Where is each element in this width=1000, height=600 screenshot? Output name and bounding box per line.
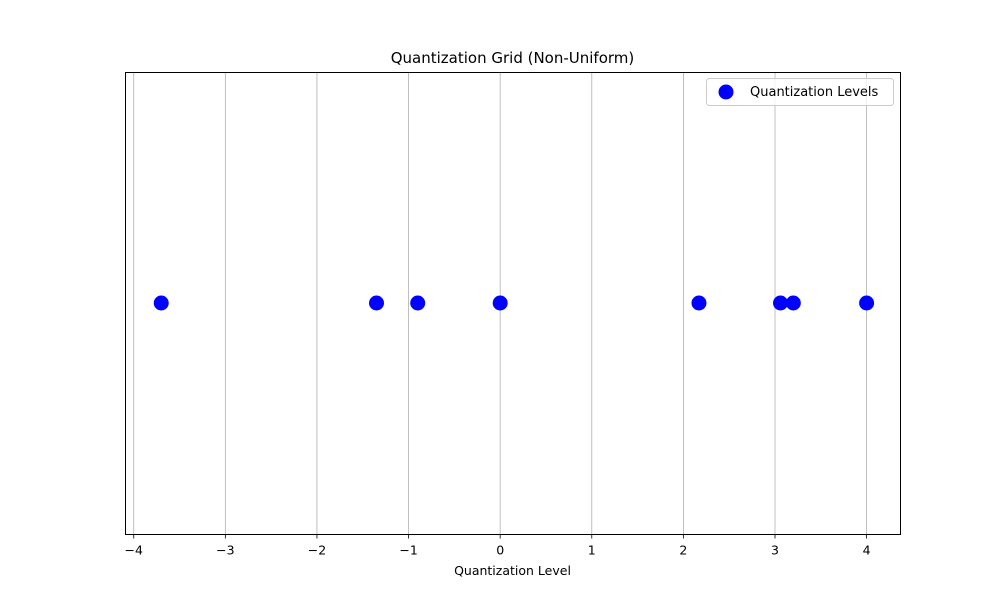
x-tick-label: 1 xyxy=(588,543,596,558)
legend: Quantization Levels xyxy=(706,78,894,106)
legend-box xyxy=(706,78,894,106)
data-point xyxy=(369,295,385,311)
data-point xyxy=(691,295,707,311)
legend-marker xyxy=(718,84,734,100)
x-tick-label: 4 xyxy=(863,543,871,558)
legend-label: Quantization Levels xyxy=(750,85,879,100)
x-tick-label: −3 xyxy=(216,543,234,558)
data-point xyxy=(859,295,875,311)
x-tick-label: 0 xyxy=(496,543,504,558)
x-tick-label: −1 xyxy=(399,543,417,558)
data-point xyxy=(492,295,508,311)
data-points xyxy=(153,295,875,311)
data-point xyxy=(410,295,426,311)
data-point xyxy=(153,295,169,311)
x-tick-label: 2 xyxy=(679,543,687,558)
plot-frame xyxy=(125,72,901,535)
x-axis-ticks: −4 −3 −2 −1 0 1 2 3 4 xyxy=(125,534,871,558)
data-point xyxy=(772,295,788,311)
chart-title: Quantization Grid (Non-Uniform) xyxy=(391,49,635,67)
x-tick-label: −2 xyxy=(308,543,326,558)
x-tick-label: 3 xyxy=(771,543,779,558)
x-tick-label: −4 xyxy=(125,543,143,558)
x-axis-label: Quantization Level xyxy=(454,563,571,578)
data-point xyxy=(785,295,801,311)
